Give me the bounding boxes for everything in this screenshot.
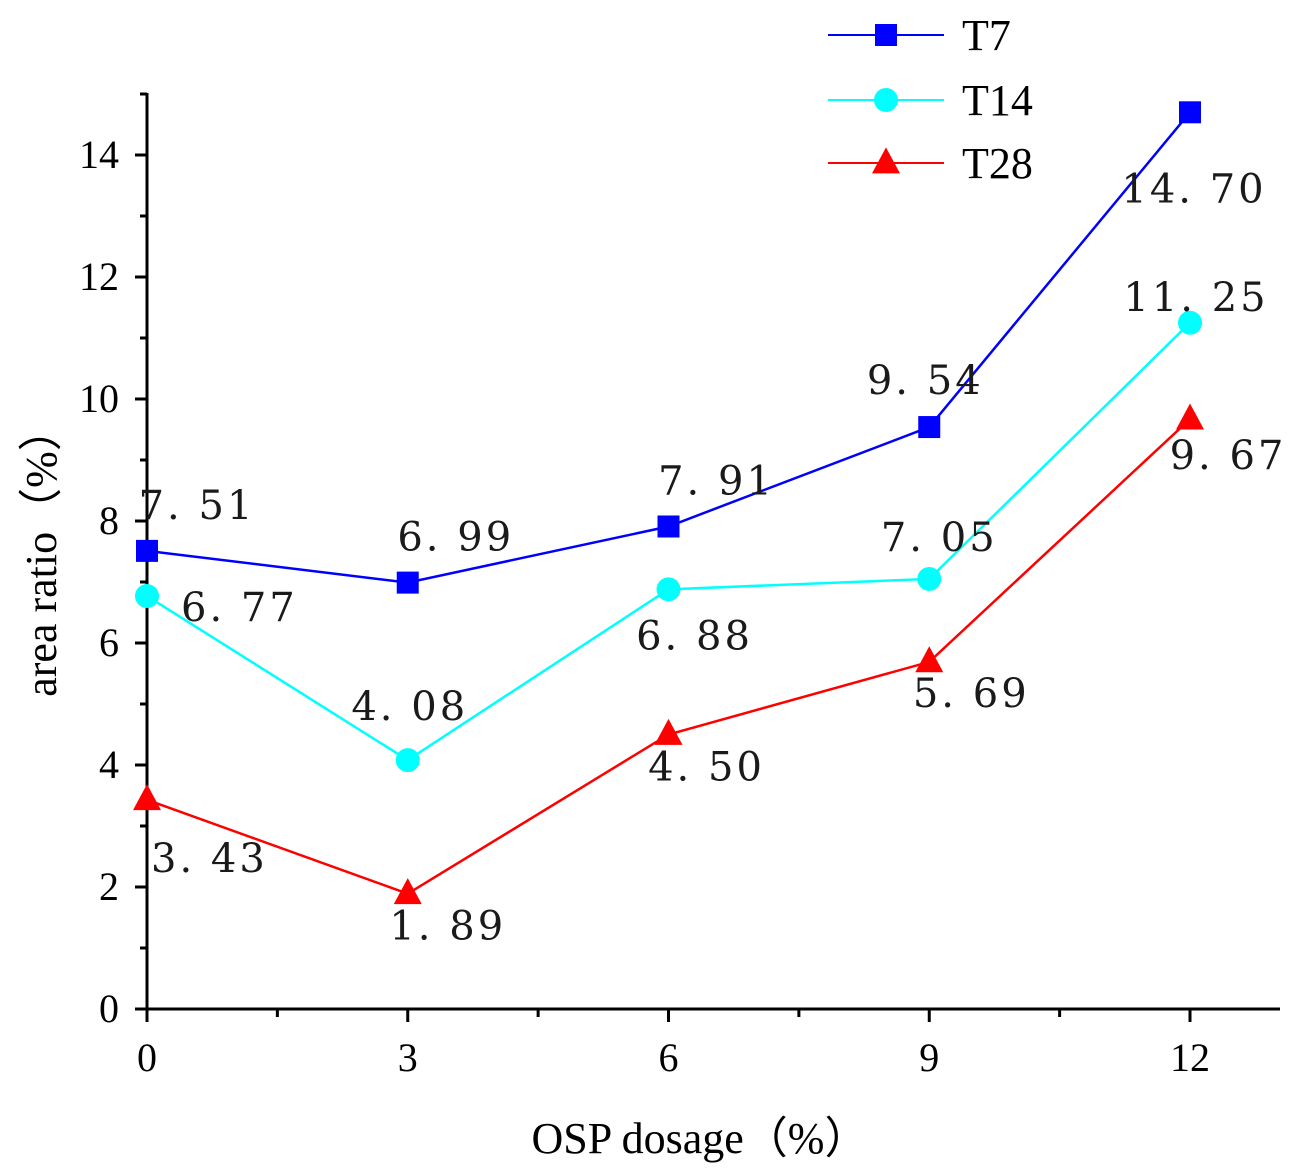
y-tick-label: 6 — [99, 620, 119, 665]
data-point-t7 — [396, 571, 419, 594]
data-point-t14 — [135, 584, 159, 609]
data-label-t7: 14. 70 — [1121, 166, 1266, 212]
y-tick-label: 14 — [79, 132, 119, 177]
x-tick-label: 0 — [137, 1035, 157, 1080]
data-point-t28 — [915, 646, 944, 673]
data-labels: 7. 51 6. 99 7. 91 9. 54 14. 70 6. 77 4. 08 6. 8… — [139, 166, 1287, 950]
data-point-t7 — [1179, 101, 1201, 124]
legend-label: T7 — [962, 11, 1011, 60]
axes: 0 2 4 6 8 10 12 14 0 3 6 9 12 — [79, 92, 1280, 1080]
data-point-t14 — [395, 748, 420, 773]
x-tick-label: 9 — [919, 1035, 939, 1080]
legend-item-t28: T28 — [828, 139, 1033, 188]
series-t28 — [133, 403, 1204, 905]
data-point-t14 — [917, 566, 942, 591]
data-point-t28 — [1176, 403, 1204, 430]
y-axis-title: area ratio（%） — [17, 407, 66, 697]
data-point-t28 — [654, 718, 683, 745]
data-label-t28: 4. 50 — [648, 745, 765, 791]
legend-item-t7: T7 — [828, 11, 1011, 60]
legend: T7 T14 T28 — [828, 11, 1033, 188]
data-label-t7: 7. 51 — [139, 483, 256, 529]
data-point-t14 — [656, 577, 681, 602]
x-tick-label: 6 — [659, 1035, 679, 1080]
x-tick-label: 12 — [1170, 1035, 1210, 1080]
data-label-t28: 3. 43 — [151, 836, 268, 882]
y-tick-label: 2 — [99, 864, 119, 909]
data-label-t7: 6. 99 — [397, 515, 514, 561]
y-tick-label: 4 — [99, 742, 119, 787]
y-tick-label: 8 — [99, 498, 119, 543]
data-label-t28: 5. 69 — [913, 671, 1030, 717]
data-label-t28: 1. 89 — [389, 904, 506, 950]
legend-marker — [874, 88, 898, 112]
data-label-t28: 9. 67 — [1170, 433, 1287, 479]
series-line-t14 — [146, 321, 1191, 762]
data-point-t28 — [393, 878, 422, 905]
data-point-t28 — [133, 784, 161, 811]
legend-marker — [872, 147, 900, 174]
data-label-t14: 6. 77 — [181, 585, 298, 631]
series-t14 — [135, 310, 1202, 773]
data-label-t14: 7. 05 — [881, 515, 998, 561]
legend-label: T14 — [962, 76, 1033, 125]
data-point-t7 — [657, 515, 680, 538]
data-point-t7 — [918, 416, 941, 439]
x-tick-label: 3 — [398, 1035, 418, 1080]
y-tick-label: 12 — [79, 254, 119, 299]
data-label-t7: 7. 91 — [658, 458, 775, 504]
data-label-t7: 9. 54 — [867, 358, 984, 404]
series-t7 — [136, 101, 1201, 594]
legend-marker — [875, 24, 897, 46]
data-point-t7 — [136, 539, 158, 562]
series-layer — [133, 101, 1204, 905]
legend-item-t14: T14 — [828, 76, 1033, 125]
legend-label: T28 — [962, 139, 1033, 188]
series-line-t7 — [146, 111, 1191, 584]
data-label-t14: 6. 88 — [636, 613, 753, 659]
y-tick-label: 10 — [79, 376, 119, 421]
data-label-t14: 4. 08 — [351, 684, 468, 730]
data-point-t14 — [1178, 310, 1202, 335]
x-axis-title: OSP dosage（%） — [532, 1114, 869, 1163]
data-label-t14: 11. 25 — [1123, 275, 1268, 321]
y-tick-label: 0 — [99, 986, 119, 1031]
